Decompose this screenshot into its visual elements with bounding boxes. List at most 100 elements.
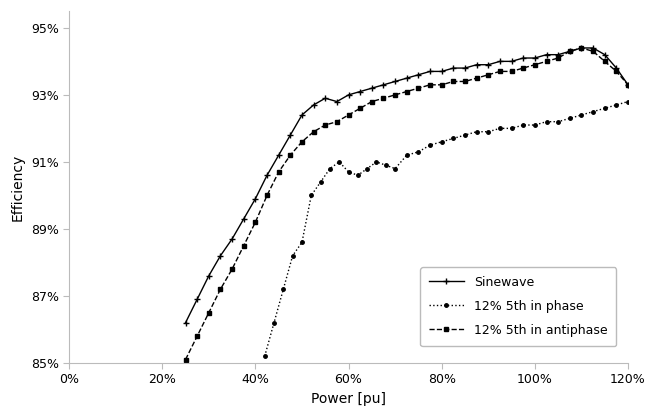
12% 5th in antiphase	[356, 106, 364, 111]
Sinewave	[600, 52, 608, 57]
Sinewave	[193, 297, 201, 302]
12% 5th in antiphase	[205, 310, 213, 315]
12% 5th in phase	[354, 173, 362, 178]
12% 5th in antiphase	[508, 69, 516, 74]
12% 5th in phase	[589, 109, 597, 114]
Line: 12% 5th in antiphase: 12% 5th in antiphase	[183, 46, 630, 362]
Sinewave	[275, 153, 283, 158]
12% 5th in phase	[508, 126, 516, 131]
Sinewave	[298, 113, 306, 118]
Sinewave	[566, 49, 574, 54]
12% 5th in antiphase	[531, 62, 539, 67]
Sinewave	[181, 320, 189, 325]
Sinewave	[555, 52, 562, 57]
12% 5th in phase	[270, 320, 278, 325]
12% 5th in antiphase	[461, 79, 469, 84]
12% 5th in antiphase	[380, 96, 388, 101]
12% 5th in phase	[519, 123, 527, 128]
12% 5th in phase	[279, 287, 287, 292]
12% 5th in antiphase	[449, 79, 457, 84]
12% 5th in antiphase	[345, 113, 353, 118]
12% 5th in phase	[298, 240, 306, 245]
12% 5th in phase	[531, 123, 539, 128]
12% 5th in phase	[555, 119, 562, 124]
Sinewave	[403, 75, 411, 80]
Line: 12% 5th in phase: 12% 5th in phase	[263, 100, 630, 358]
12% 5th in phase	[438, 139, 445, 144]
Sinewave	[449, 65, 457, 70]
12% 5th in phase	[288, 253, 296, 258]
Sinewave	[612, 65, 620, 70]
Legend: Sinewave, 12% 5th in phase, 12% 5th in antiphase: Sinewave, 12% 5th in phase, 12% 5th in a…	[420, 267, 616, 346]
12% 5th in antiphase	[578, 45, 585, 50]
Sinewave	[391, 79, 399, 84]
12% 5th in phase	[382, 163, 390, 168]
Sinewave	[380, 82, 388, 87]
12% 5th in antiphase	[181, 357, 189, 362]
12% 5th in phase	[461, 133, 469, 138]
Sinewave	[496, 59, 504, 64]
12% 5th in phase	[335, 159, 343, 164]
12% 5th in antiphase	[484, 72, 492, 77]
12% 5th in phase	[566, 116, 574, 121]
12% 5th in phase	[578, 113, 585, 118]
12% 5th in antiphase	[472, 75, 480, 80]
12% 5th in antiphase	[286, 153, 294, 158]
12% 5th in antiphase	[309, 129, 317, 134]
Sinewave	[286, 133, 294, 138]
12% 5th in antiphase	[333, 119, 341, 124]
Sinewave	[461, 65, 469, 70]
12% 5th in antiphase	[263, 193, 271, 198]
12% 5th in antiphase	[298, 139, 306, 144]
12% 5th in phase	[373, 159, 380, 164]
12% 5th in antiphase	[566, 49, 574, 54]
12% 5th in phase	[345, 169, 353, 174]
Sinewave	[368, 85, 376, 90]
12% 5th in antiphase	[519, 65, 527, 70]
12% 5th in phase	[415, 149, 422, 154]
12% 5th in antiphase	[426, 82, 434, 87]
12% 5th in phase	[403, 153, 411, 158]
12% 5th in antiphase	[240, 243, 248, 248]
12% 5th in phase	[363, 166, 371, 171]
12% 5th in antiphase	[321, 123, 329, 128]
12% 5th in phase	[391, 166, 399, 171]
12% 5th in antiphase	[391, 93, 399, 98]
12% 5th in antiphase	[543, 59, 551, 64]
Sinewave	[309, 103, 317, 108]
12% 5th in antiphase	[415, 85, 422, 90]
12% 5th in phase	[496, 126, 504, 131]
Sinewave	[438, 69, 445, 74]
12% 5th in antiphase	[193, 334, 201, 339]
Sinewave	[531, 55, 539, 60]
Sinewave	[578, 45, 585, 50]
12% 5th in antiphase	[496, 69, 504, 74]
Sinewave	[508, 59, 516, 64]
Sinewave	[333, 99, 341, 104]
Sinewave	[472, 62, 480, 67]
Sinewave	[205, 273, 213, 278]
12% 5th in phase	[307, 193, 315, 198]
Sinewave	[426, 69, 434, 74]
Sinewave	[240, 216, 248, 221]
Sinewave	[263, 173, 271, 178]
12% 5th in antiphase	[624, 82, 632, 87]
12% 5th in antiphase	[600, 59, 608, 64]
12% 5th in antiphase	[438, 82, 445, 87]
12% 5th in phase	[612, 103, 620, 108]
Sinewave	[321, 96, 329, 101]
12% 5th in antiphase	[612, 69, 620, 74]
Sinewave	[624, 82, 632, 87]
12% 5th in phase	[484, 129, 492, 134]
12% 5th in antiphase	[252, 220, 260, 225]
12% 5th in antiphase	[217, 287, 225, 292]
12% 5th in phase	[600, 106, 608, 111]
12% 5th in antiphase	[368, 99, 376, 104]
12% 5th in phase	[449, 136, 457, 141]
12% 5th in antiphase	[228, 266, 236, 271]
12% 5th in antiphase	[275, 169, 283, 174]
Sinewave	[217, 253, 225, 258]
Sinewave	[356, 89, 364, 94]
Sinewave	[415, 72, 422, 77]
Sinewave	[589, 45, 597, 50]
